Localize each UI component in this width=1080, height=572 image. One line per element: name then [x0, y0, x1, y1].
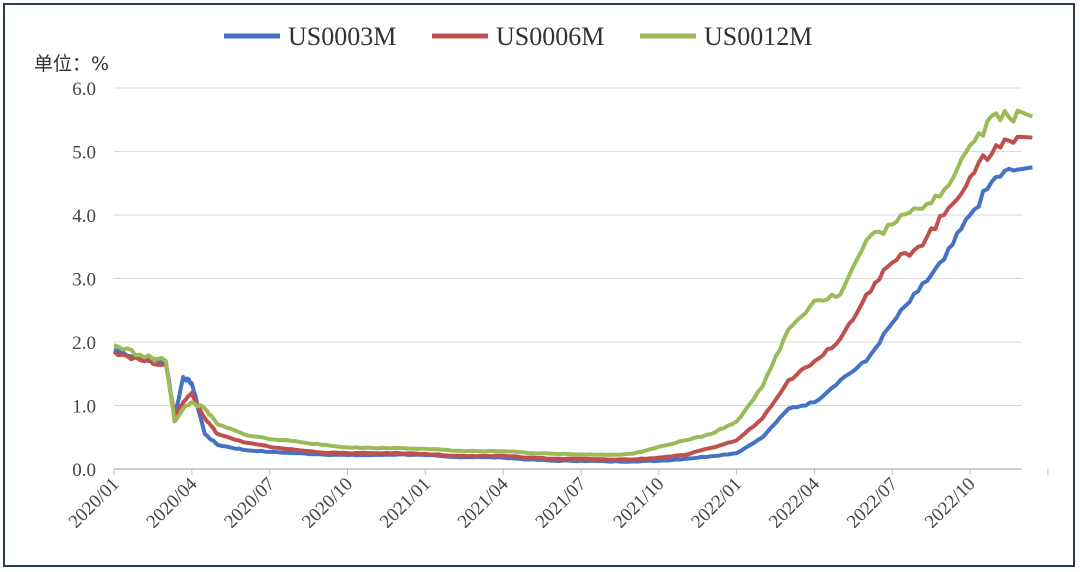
x-tick-label: 2021/04 — [454, 473, 513, 532]
y-tick-label: 1.0 — [72, 397, 96, 418]
y-tick-label: 0.0 — [72, 460, 96, 481]
x-tick-label: 2021/07 — [532, 474, 591, 533]
y-tick-label: 6.0 — [72, 79, 96, 100]
y-tick-label: 3.0 — [72, 270, 96, 291]
x-axis: 2020/01 2020/04 2020/07 2020/10 2021/01 2021/… — [65, 468, 1049, 533]
legend-item: US0006M — [432, 22, 604, 51]
y-tick-label: 2.0 — [72, 333, 96, 354]
chart-frame — [3, 3, 1075, 567]
x-tick-label: 2022/04 — [765, 473, 824, 532]
legend: US0003M US0006M US0012M — [224, 22, 812, 51]
x-tick-label: 2021/10 — [609, 474, 668, 533]
series-line-us0003m — [113, 165, 1033, 464]
series-line-us0012m — [113, 108, 1034, 457]
series-line-us0006m — [112, 134, 1033, 462]
x-tick-label: 2020/10 — [298, 474, 357, 533]
unit-label: 单位：% — [34, 53, 109, 75]
x-tick-label: 2022/10 — [921, 474, 980, 533]
y-tick-label: 5.0 — [72, 143, 96, 164]
y-tick-label: 4.0 — [72, 206, 96, 227]
legend-label: US0003M — [288, 22, 396, 51]
legend-label: US0006M — [496, 22, 604, 51]
x-tick-label: 2020/01 — [65, 474, 124, 533]
grid-lines — [114, 87, 1022, 406]
x-tick-label: 2022/01 — [687, 474, 746, 533]
x-tick-label: 2020/04 — [142, 473, 201, 532]
legend-label: US0012M — [704, 22, 812, 51]
y-axis-ticks: 0.0 1.0 2.0 3.0 4.0 5.0 6.0 — [72, 79, 96, 481]
x-tick-label: 2020/07 — [220, 474, 279, 533]
x-tick-label: 2021/01 — [376, 474, 435, 533]
series-lines — [112, 108, 1034, 464]
legend-item: US0012M — [640, 22, 812, 51]
x-tick-label: 2022/07 — [843, 474, 902, 533]
legend-item: US0003M — [224, 22, 396, 51]
